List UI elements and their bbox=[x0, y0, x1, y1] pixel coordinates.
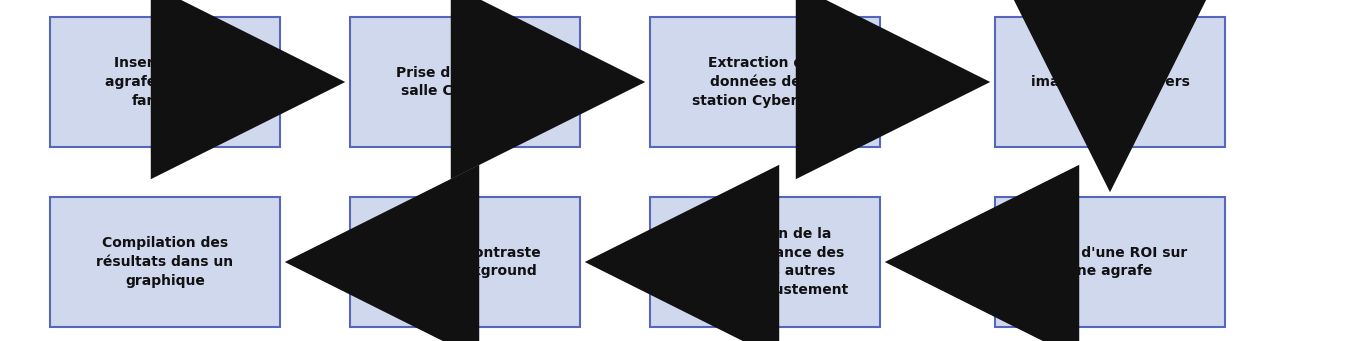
FancyBboxPatch shape bbox=[50, 197, 281, 327]
FancyBboxPatch shape bbox=[650, 17, 880, 147]
FancyBboxPatch shape bbox=[650, 197, 880, 327]
Text: Calcul du contraste
p/r au background: Calcul du contraste p/r au background bbox=[390, 246, 541, 279]
Text: Compilation des
résultats dans un
graphique: Compilation des résultats dans un graphi… bbox=[97, 236, 233, 288]
FancyBboxPatch shape bbox=[996, 197, 1224, 327]
Text: Prise d'images en
salle CyberKnife: Prise d'images en salle CyberKnife bbox=[395, 65, 534, 99]
FancyBboxPatch shape bbox=[350, 17, 580, 147]
FancyBboxPatch shape bbox=[996, 17, 1224, 147]
Text: Extraction des
données de la
station CyberKnife: Extraction des données de la station Cyb… bbox=[692, 56, 838, 108]
FancyBboxPatch shape bbox=[50, 17, 281, 147]
Text: Vérification de la
correspondance des
ROI sur les autres
images + ajustement: Vérification de la correspondance des RO… bbox=[682, 226, 849, 297]
Text: Extractions des
images et infos vers
MATLAB: Extractions des images et infos vers MAT… bbox=[1031, 56, 1189, 108]
FancyBboxPatch shape bbox=[350, 197, 580, 327]
Text: Insertion des
agrafes dans le
fantôme: Insertion des agrafes dans le fantôme bbox=[105, 56, 226, 108]
Text: Choix d'une ROI sur
une agrafe: Choix d'une ROI sur une agrafe bbox=[1032, 246, 1188, 279]
